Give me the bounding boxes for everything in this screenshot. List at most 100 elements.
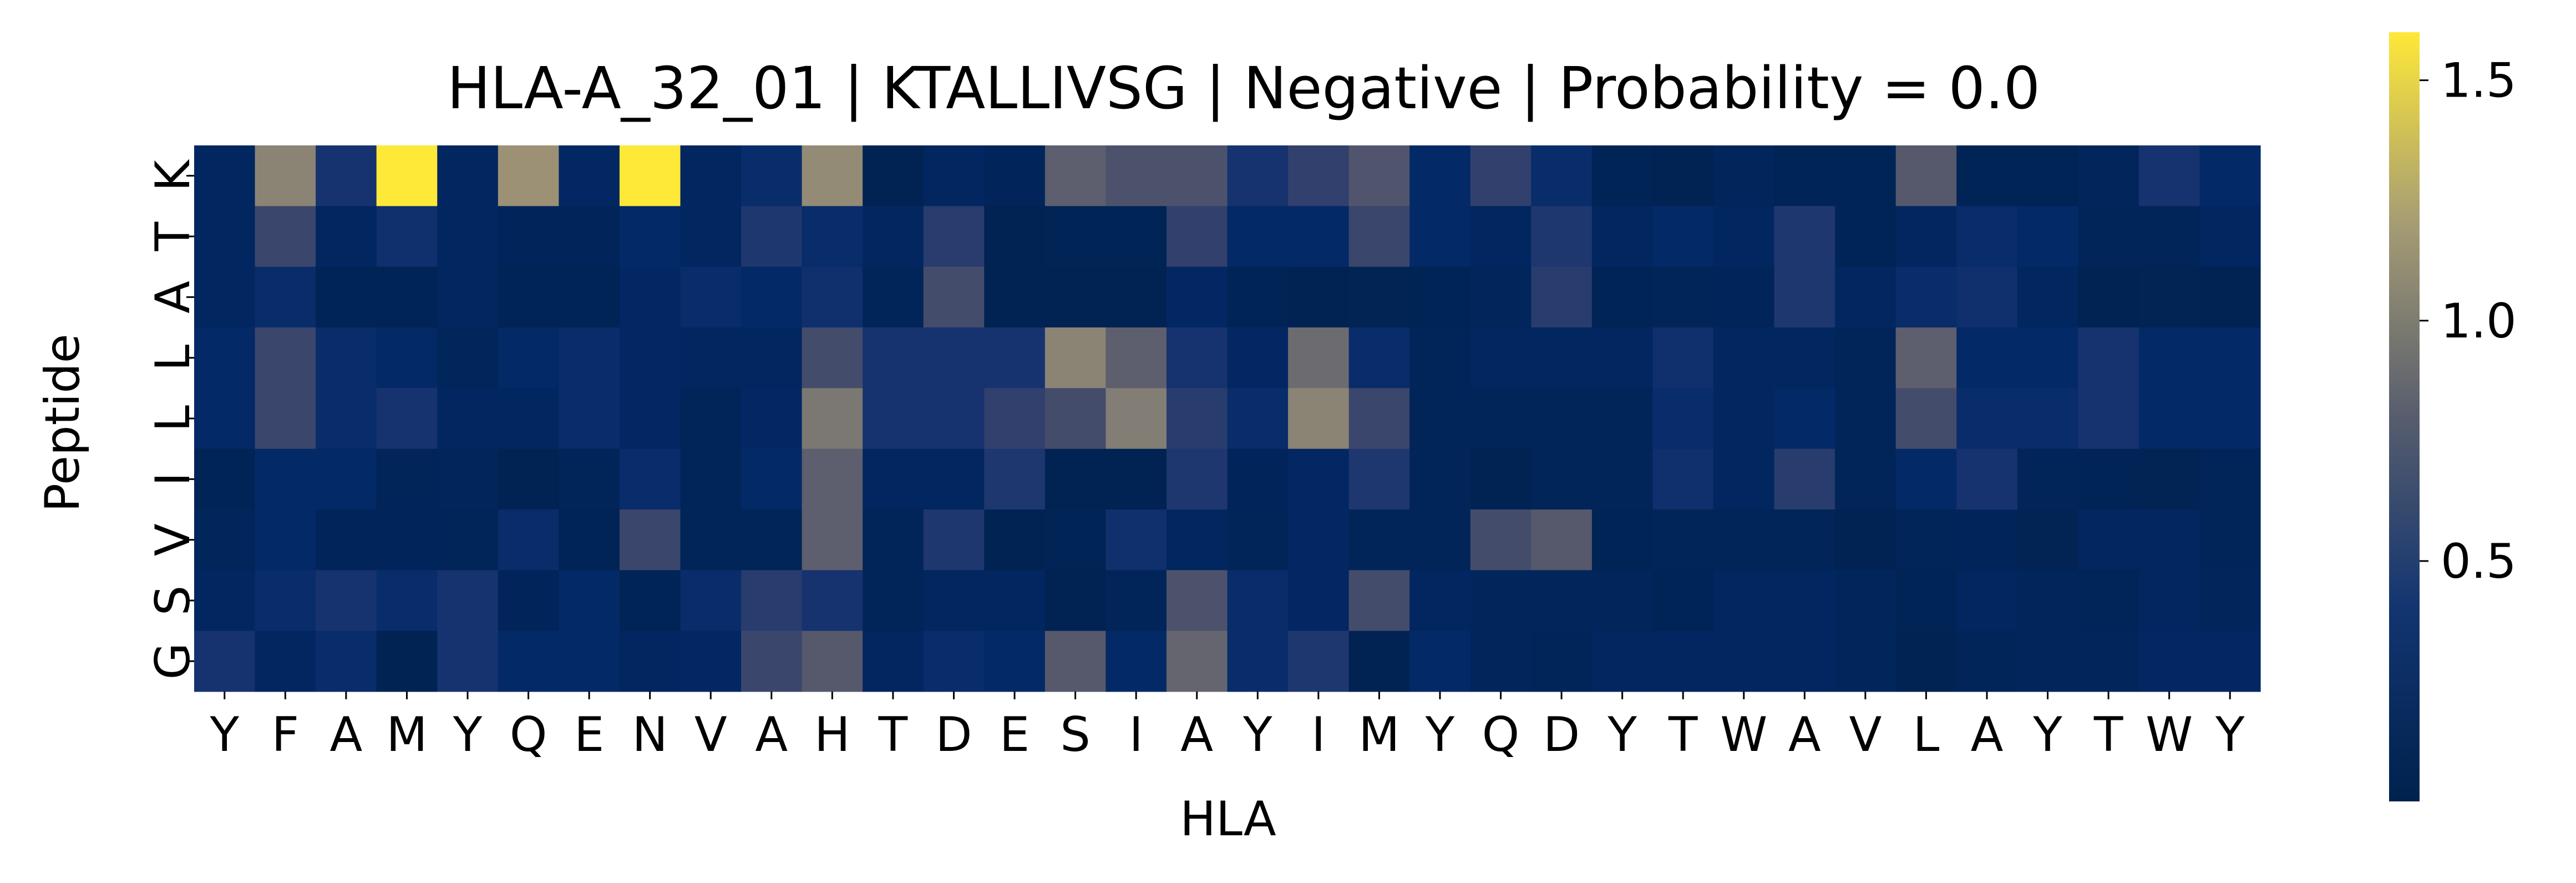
heatmap-cell [376,509,438,571]
heatmap-cell [863,509,924,571]
heatmap-cell [619,145,681,206]
heatmap-cell [1774,327,1835,388]
heatmap-cell [437,266,499,328]
heatmap-cell [559,206,620,268]
heatmap-cell [923,266,985,328]
heatmap-cell [1227,448,1289,510]
heatmap-cell [1348,266,1410,328]
heatmap-cell [1956,145,2018,206]
heatmap-cell [1409,327,1471,388]
heatmap-cell [194,388,256,450]
heatmap-cell [498,630,559,692]
heatmap-cell [1895,145,1957,206]
y-tick-label: A [145,281,201,314]
heatmap-cell [437,145,499,206]
x-tick-label: V [694,707,727,763]
heatmap-cell [376,327,438,388]
heatmap-cell [1835,630,1896,692]
heatmap-cell [680,145,742,206]
heatmap-cell [1774,388,1835,450]
heatmap-cell [1166,630,1228,692]
heatmap-cell [2017,630,2078,692]
heatmap-cell [1288,388,1350,450]
heatmap-cell [1652,630,1714,692]
heatmap-cell [2138,266,2200,328]
heatmap-cell [984,630,1046,692]
heatmap-cell [984,570,1046,632]
heatmap-cell [376,266,438,328]
heatmap-cell [1106,266,1167,328]
heatmap-cell [1288,509,1350,571]
heatmap-cell [1348,388,1410,450]
heatmap-cell [1348,630,1410,692]
heatmap-cell [741,206,803,268]
heatmap-cell [498,266,559,328]
heatmap-cell [1956,388,2018,450]
heatmap-cell [1227,630,1289,692]
heatmap-cell [1531,327,1593,388]
heatmap-cell [559,448,620,510]
heatmap-cell [498,145,559,206]
colorbar-ticks: 0.5 1.0 1.5 [2420,53,2517,589]
heatmap-cell [802,388,863,450]
heatmap-cell [559,570,620,632]
heatmap-cell [1895,206,1957,268]
x-tick-label: A [1971,707,2004,763]
heatmap-cell [2017,570,2078,632]
heatmap-cell [1288,327,1350,388]
heatmap-cell [1652,388,1714,450]
x-tick-label: W [1720,707,1767,763]
heatmap-cell [194,266,256,328]
heatmap-cell [923,145,985,206]
heatmap-cell [1106,630,1167,692]
heatmap-cell [316,327,377,388]
heatmap-cell [1106,570,1167,632]
heatmap-cell [1409,266,1471,328]
heatmap-cell [1774,630,1835,692]
heatmap-cell [1835,570,1896,632]
heatmap-cell [802,570,863,632]
heatmap-cell [1713,145,1775,206]
heatmap-cell [2199,630,2261,692]
heatmap-cell [1956,448,2018,510]
heatmap-cell [376,630,438,692]
heatmap-cell [1531,448,1593,510]
heatmap-cell [923,206,985,268]
heatmap-cell [1956,509,2018,571]
heatmap-cell [1956,206,2018,268]
heatmap-cell [2138,145,2200,206]
heatmap-cell [680,388,742,450]
heatmap-cell [1652,509,1714,571]
heatmap-cell [863,630,924,692]
heatmap-cell [559,266,620,328]
heatmap-cell [559,630,620,692]
heatmap-cell [1044,145,1106,206]
heatmap-cell [1835,509,1896,571]
heatmap-cell [1774,509,1835,571]
heatmap-cell [1409,145,1471,206]
heatmap-cell [2078,509,2139,571]
heatmap-cell [1227,570,1289,632]
heatmap-cells [194,145,2261,692]
heatmap-cell [2017,206,2078,268]
heatmap-cell [1713,327,1775,388]
heatmap-cell [1713,448,1775,510]
y-tick-label: L [145,345,201,371]
heatmap-cell [194,145,256,206]
colorbar-tick-label: 1.0 [2441,294,2517,349]
heatmap-cell [498,570,559,632]
heatmap-cell [1652,266,1714,328]
heatmap-cell [863,266,924,328]
heatmap-cell [2199,206,2261,268]
heatmap-cell [1956,327,2018,388]
heatmap-cell [2138,630,2200,692]
heatmap-cell [2199,145,2261,206]
heatmap-cell [863,327,924,388]
heatmap-cell [2199,448,2261,510]
x-tick-label: V [1849,707,1882,763]
heatmap-cell [2138,448,2200,510]
heatmap-cell [376,206,438,268]
heatmap-cell [1652,327,1714,388]
heatmap-cell [255,145,316,206]
heatmap-cell [2017,509,2078,571]
